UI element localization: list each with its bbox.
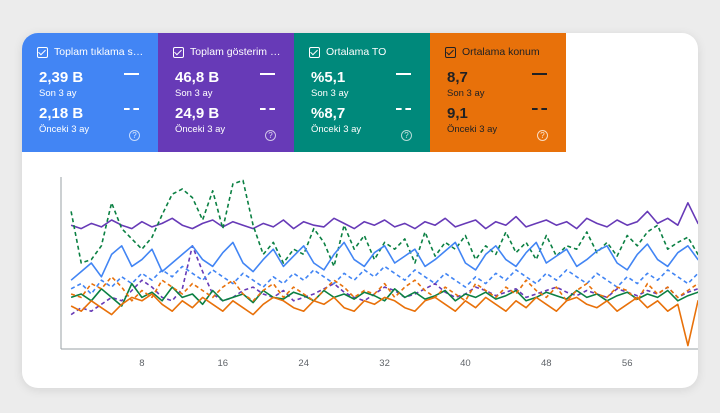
series-line-6: [70, 265, 698, 295]
metric-value: 46,8 B: [175, 69, 220, 86]
metric-period: Son 3 ay: [311, 88, 349, 99]
x-tick-label: 40: [460, 358, 471, 369]
metric-header: Ortalama TO: [309, 46, 421, 58]
metric-tile-position[interactable]: Ortalama konum 8,7 Son 3 ay 9,1 Önceki 3…: [430, 33, 566, 152]
help-icon[interactable]: ?: [537, 130, 548, 141]
x-tick-label: 32: [379, 358, 390, 369]
series-line-7: [70, 293, 698, 347]
x-tick-label: 16: [218, 358, 229, 369]
solid-line-legend-icon: [532, 73, 547, 75]
metric-prev-period: Önceki 3 ay: [39, 124, 90, 135]
metric-value: %5,1: [311, 69, 346, 86]
help-icon[interactable]: ?: [129, 130, 140, 141]
metric-prev-value: 9,1: [447, 105, 468, 122]
solid-line-legend-icon: [260, 73, 275, 75]
metric-header: Toplam gösterim …: [173, 46, 285, 58]
x-tick-label: 56: [622, 358, 633, 369]
metric-tile-ctr[interactable]: Ortalama TO %5,1 Son 3 ay %8,7 Önceki 3 …: [294, 33, 430, 152]
solid-line-legend-icon: [396, 73, 411, 75]
x-tick-label: 8: [139, 358, 144, 369]
checkbox-checked-icon[interactable]: [445, 46, 456, 58]
dashed-line-legend-icon: [532, 108, 547, 110]
metric-header: Toplam tıklama s…: [37, 46, 149, 58]
checkbox-checked-icon[interactable]: [173, 46, 184, 58]
dashed-line-legend-icon: [124, 108, 139, 110]
metric-prev-value: %8,7: [311, 105, 346, 122]
solid-line-legend-icon: [124, 73, 139, 75]
checkbox-checked-icon[interactable]: [37, 46, 48, 58]
metric-tile-impressions[interactable]: Toplam gösterim … 46,8 B Son 3 ay 24,9 B…: [158, 33, 294, 152]
metric-header: Ortalama konum: [445, 46, 557, 58]
metric-period: Son 3 ay: [175, 88, 213, 99]
x-tick-layer: 8 16 24 32 40 48 56: [139, 358, 632, 369]
metric-prev-period: Önceki 3 ay: [175, 124, 226, 135]
metric-prev-period: Önceki 3 ay: [447, 124, 498, 135]
dashed-line-legend-icon: [260, 108, 275, 110]
checkbox-checked-icon[interactable]: [309, 46, 320, 58]
dashed-line-legend-icon: [396, 108, 411, 110]
metric-prev-period: Önceki 3 ay: [311, 124, 362, 135]
x-tick-label: 24: [298, 358, 309, 369]
series-line-3: [70, 179, 698, 268]
series-line-5: [70, 241, 698, 281]
metric-period: Son 3 ay: [447, 88, 485, 99]
help-icon[interactable]: ?: [265, 130, 276, 141]
metric-value: 8,7: [447, 69, 468, 86]
metric-tile-clicks[interactable]: Toplam tıklama s… 2,39 B Son 3 ay 2,18 B…: [22, 33, 158, 152]
metric-prev-value: 2,18 B: [39, 105, 84, 122]
performance-card: Toplam tıklama s… 2,39 B Son 3 ay 2,18 B…: [22, 33, 698, 388]
performance-line-chart: 8 16 24 32 40 48 56: [60, 177, 698, 369]
series-line-1: [70, 202, 698, 230]
series-line-8: [70, 276, 698, 302]
series-line-2: [70, 245, 698, 316]
metric-value: 2,39 B: [39, 69, 84, 86]
metric-prev-value: 24,9 B: [175, 105, 220, 122]
series-line-4: [70, 282, 698, 307]
help-icon[interactable]: ?: [401, 130, 412, 141]
series-layer: [70, 179, 698, 347]
metric-tiles: Toplam tıklama s… 2,39 B Son 3 ay 2,18 B…: [22, 33, 566, 152]
metric-period: Son 3 ay: [39, 88, 77, 99]
x-tick-label: 48: [541, 358, 552, 369]
